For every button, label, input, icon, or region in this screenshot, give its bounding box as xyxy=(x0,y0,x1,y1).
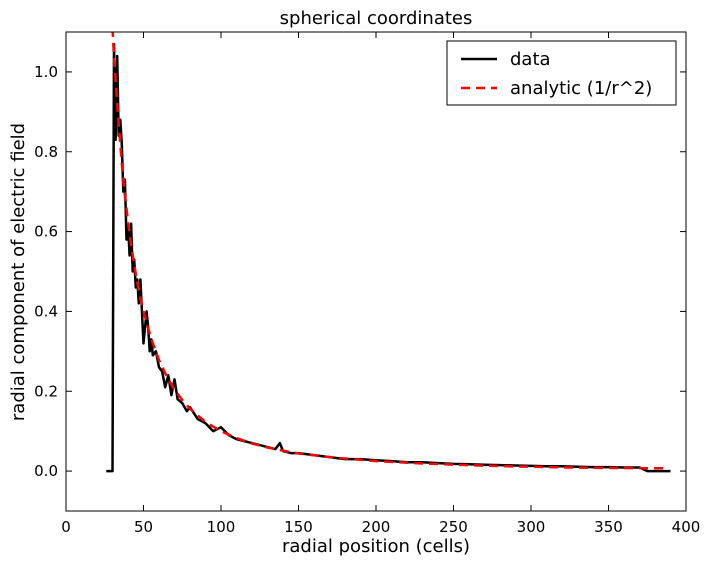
y-axis-label: radial component of electric field xyxy=(8,123,29,421)
y-tick-label: 0.8 xyxy=(34,143,58,161)
legend: data analytic (1/r^2) xyxy=(446,40,677,106)
ticks-layer: 0 50 100 150 200 250 300 350 400 0.0 0.2 0.4 0.6 0.8 1… xyxy=(34,32,700,536)
legend-entry-label: data xyxy=(510,49,551,70)
y-tick-label: 1.0 xyxy=(34,63,58,81)
x-tick-label: 250 xyxy=(439,518,468,536)
chart-title: spherical coordinates xyxy=(280,8,473,29)
x-tick-label: 400 xyxy=(672,518,701,536)
y-tick-label: 0.0 xyxy=(34,462,58,480)
x-tick-label: 350 xyxy=(594,518,623,536)
legend-box xyxy=(446,40,677,106)
x-tick-label: 300 xyxy=(517,518,546,536)
x-tick-label: 200 xyxy=(362,518,391,536)
x-tick-label: 100 xyxy=(207,518,236,536)
y-tick-label: 0.6 xyxy=(34,223,58,241)
series-line-analytic xyxy=(111,32,666,470)
x-tick-label: 150 xyxy=(284,518,313,536)
legend-entry-label: analytic (1/r^2) xyxy=(510,78,652,99)
y-tick-label: 0.2 xyxy=(34,382,58,400)
plot-layer xyxy=(106,32,671,473)
y-tick-label: 0.4 xyxy=(34,302,58,320)
x-tick-label: 50 xyxy=(134,518,153,536)
series-line-data xyxy=(106,42,671,473)
x-tick-label: 0 xyxy=(61,518,71,536)
plot-frame xyxy=(65,31,687,512)
x-axis-label: radial position (cells) xyxy=(282,536,470,557)
